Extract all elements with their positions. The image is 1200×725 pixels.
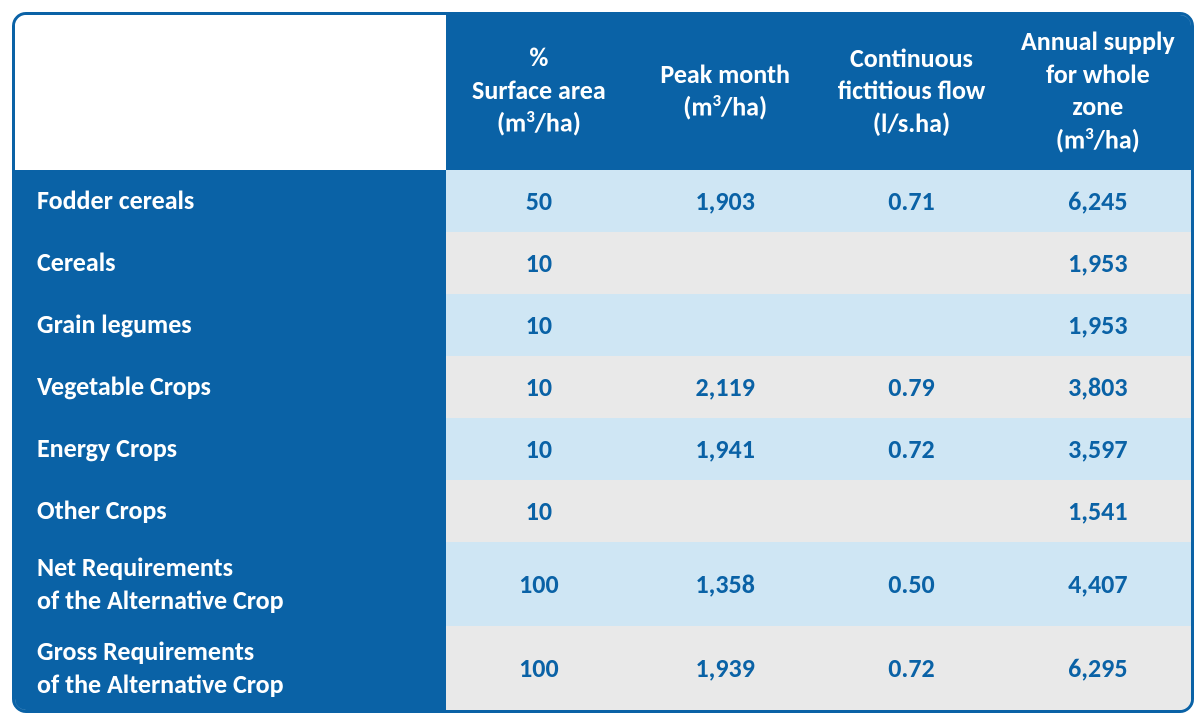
table-row: Net Requirementsof the Alternative Crop1…	[15, 542, 1191, 626]
cell-surface: 100	[446, 626, 632, 710]
table-header: %Surface area(m3/ha) Peak month(m3/ha) C…	[15, 15, 1191, 170]
table-row: Other Crops10 1,541	[15, 480, 1191, 542]
cell-peak: 1,358	[632, 542, 818, 626]
cell-surface: 10	[446, 356, 632, 418]
cell-peak: 2,119	[632, 356, 818, 418]
cell-annual: 6,245	[1005, 170, 1191, 232]
table-row: Vegetable Crops102,1190.793,803	[15, 356, 1191, 418]
cell-flow	[818, 232, 1004, 294]
cell-flow: 0.71	[818, 170, 1004, 232]
cell-annual: 1,541	[1005, 480, 1191, 542]
cell-annual: 6,295	[1005, 626, 1191, 710]
cell-flow	[818, 480, 1004, 542]
cell-annual: 3,597	[1005, 418, 1191, 480]
cell-peak	[632, 294, 818, 356]
cell-annual: 1,953	[1005, 294, 1191, 356]
row-label: Energy Crops	[15, 418, 446, 480]
row-label: Fodder cereals	[15, 170, 446, 232]
cell-peak	[632, 480, 818, 542]
table-row: Grain legumes10 1,953	[15, 294, 1191, 356]
cell-surface: 10	[446, 294, 632, 356]
cell-peak: 1,903	[632, 170, 818, 232]
cell-surface: 10	[446, 480, 632, 542]
cell-surface: 100	[446, 542, 632, 626]
cell-annual: 3,803	[1005, 356, 1191, 418]
cell-surface: 10	[446, 418, 632, 480]
cell-peak: 1,939	[632, 626, 818, 710]
row-label: Grain legumes	[15, 294, 446, 356]
row-label: Gross Requirementsof the Alternative Cro…	[15, 626, 446, 710]
data-table: %Surface area(m3/ha) Peak month(m3/ha) C…	[15, 15, 1191, 710]
cell-flow	[818, 294, 1004, 356]
header-annual: Annual supplyfor wholezone(m3/ha)	[1005, 15, 1191, 170]
cell-peak	[632, 232, 818, 294]
table-row: Cereals10 1,953	[15, 232, 1191, 294]
row-label: Other Crops	[15, 480, 446, 542]
cell-flow: 0.79	[818, 356, 1004, 418]
row-label: Cereals	[15, 232, 446, 294]
header-blank	[15, 15, 446, 170]
cell-flow: 0.72	[818, 418, 1004, 480]
row-label: Net Requirementsof the Alternative Crop	[15, 542, 446, 626]
cell-surface: 50	[446, 170, 632, 232]
cell-peak: 1,941	[632, 418, 818, 480]
crop-water-table: %Surface area(m3/ha) Peak month(m3/ha) C…	[12, 12, 1194, 713]
row-label: Vegetable Crops	[15, 356, 446, 418]
table-row: Energy Crops101,9410.723,597	[15, 418, 1191, 480]
cell-annual: 4,407	[1005, 542, 1191, 626]
cell-flow: 0.50	[818, 542, 1004, 626]
header-flow: Continuousfictitious flow(l/s.ha)	[818, 15, 1004, 170]
table-row: Fodder cereals501,9030.716,245	[15, 170, 1191, 232]
header-peak: Peak month(m3/ha)	[632, 15, 818, 170]
cell-flow: 0.72	[818, 626, 1004, 710]
table-row: Gross Requirementsof the Alternative Cro…	[15, 626, 1191, 710]
table-body: Fodder cereals501,9030.716,245Cereals101…	[15, 170, 1191, 710]
header-surface: %Surface area(m3/ha)	[446, 15, 632, 170]
cell-annual: 1,953	[1005, 232, 1191, 294]
cell-surface: 10	[446, 232, 632, 294]
